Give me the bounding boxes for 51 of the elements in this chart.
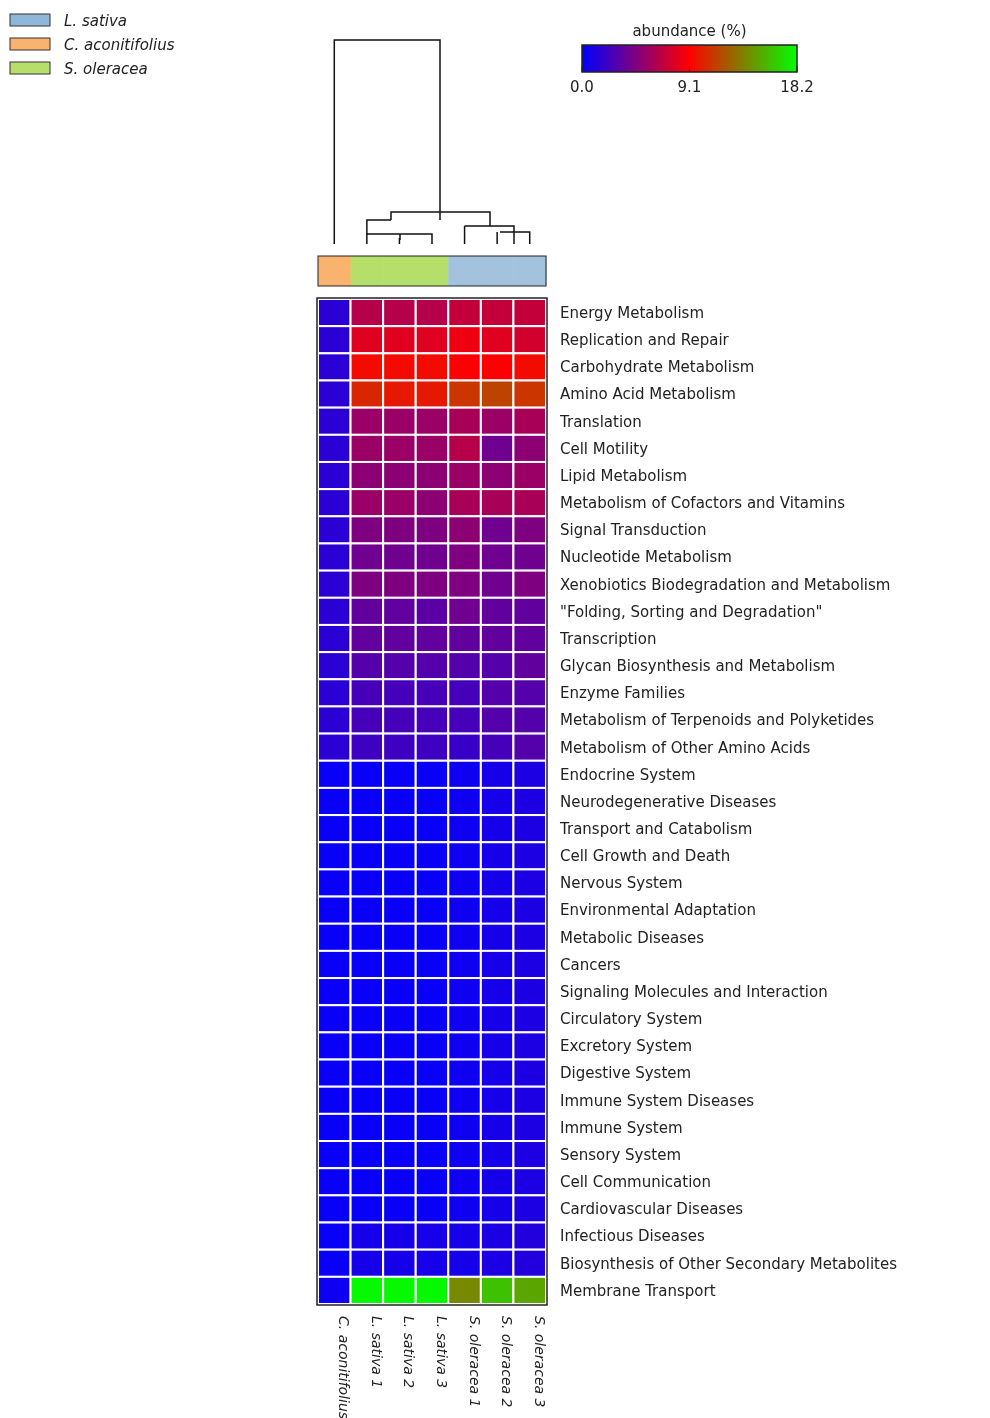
x-tick-label: S. oleracea 2 [499, 1316, 516, 1408]
y-tick-label: Immune System [560, 1118, 683, 1137]
y-tick-label: Replication and Repair [560, 331, 730, 350]
y-tick-label: Energy Metabolism [560, 303, 704, 322]
y-tick-label: Translation [559, 412, 642, 431]
x-tick-label: S. oleracea 1 [466, 1316, 483, 1408]
y-tick-label: Nucleotide Metabolism [560, 548, 732, 567]
y-tick-label: Neurodegenerative Diseases [560, 792, 777, 811]
y-tick-label: Sensory System [560, 1145, 681, 1164]
color-bar-label: 18.2 [780, 78, 814, 96]
y-tick-label: Cell Motility [560, 439, 649, 458]
y-tick-label: Signaling Molecules and Interaction [560, 982, 828, 1001]
y-tick-label: Circulatory System [560, 1010, 703, 1029]
y-tick-label: Digestive System [560, 1064, 692, 1083]
y-tick-label: Lipid Metabolism [560, 466, 688, 485]
y-tick-label: Transcription [559, 629, 657, 648]
y-tick-label: Nervous System [560, 874, 683, 893]
text: C. aconitifolius [64, 36, 175, 54]
y-tick-label: Metabolic Diseases [560, 928, 705, 947]
x-tick-label: L. sativa 3 [434, 1316, 450, 1389]
x-tick-label: L. sativa 2 [401, 1316, 418, 1389]
y-tick-label: Excretory System [560, 1037, 693, 1056]
y-tick-label: Cardiovascular Diseases [560, 1200, 744, 1219]
color-bar-label: 9.1 [677, 78, 702, 96]
y-tick-label: Environmental Adaptation [560, 901, 756, 920]
y-tick-label: Cell Communication [560, 1173, 712, 1192]
y-tick-label: Glycan Biosynthesis and Metabolism [560, 657, 836, 676]
y-tick-label: Cancers [560, 955, 621, 974]
y-tick-label: "Folding, Sorting and Degradation" [560, 602, 823, 621]
y-tick-label: Immune System Diseases [560, 1091, 755, 1110]
y-tick-label: Transport and Catabolism [559, 819, 753, 838]
y-tick-label: Biosynthesis of Other Secondary Metabolites [560, 1254, 898, 1273]
y-tick-label: Cell Growth and Death [560, 847, 731, 866]
text: S. oleracea [64, 60, 148, 78]
y-tick-label: Amino Acid Metabolism [560, 385, 736, 404]
y-tick-label: Membrane Transport [560, 1281, 716, 1300]
y-tick-label: Xenobiotics Biodegradation and Metabolism [560, 575, 891, 594]
y-tick-label: Enzyme Families [560, 684, 686, 703]
x-tick-label: C. aconitifolius [336, 1316, 353, 1418]
x-tick-label: L. sativa 1 [368, 1316, 385, 1389]
y-tick-label: Signal Transduction [560, 521, 707, 540]
x-tick-label: S. oleracea 3 [531, 1316, 548, 1408]
color-bar-title: abundance (%) [632, 22, 747, 40]
color-bar-label: 0.0 [570, 78, 594, 96]
y-tick-label: Endocrine System [560, 765, 696, 784]
text: L. sativa [64, 12, 128, 30]
y-tick-label: Carbohydrate Metabolism [560, 358, 755, 377]
y-tick-label: Metabolism of Terpenoids and Polyketides [560, 711, 875, 730]
y-tick-label: Metabolism of Cofactors and Vitamins [560, 494, 846, 513]
y-tick-label: Infectious Diseases [560, 1227, 705, 1246]
y-tick-label: Metabolism of Other Amino Acids [560, 738, 811, 757]
